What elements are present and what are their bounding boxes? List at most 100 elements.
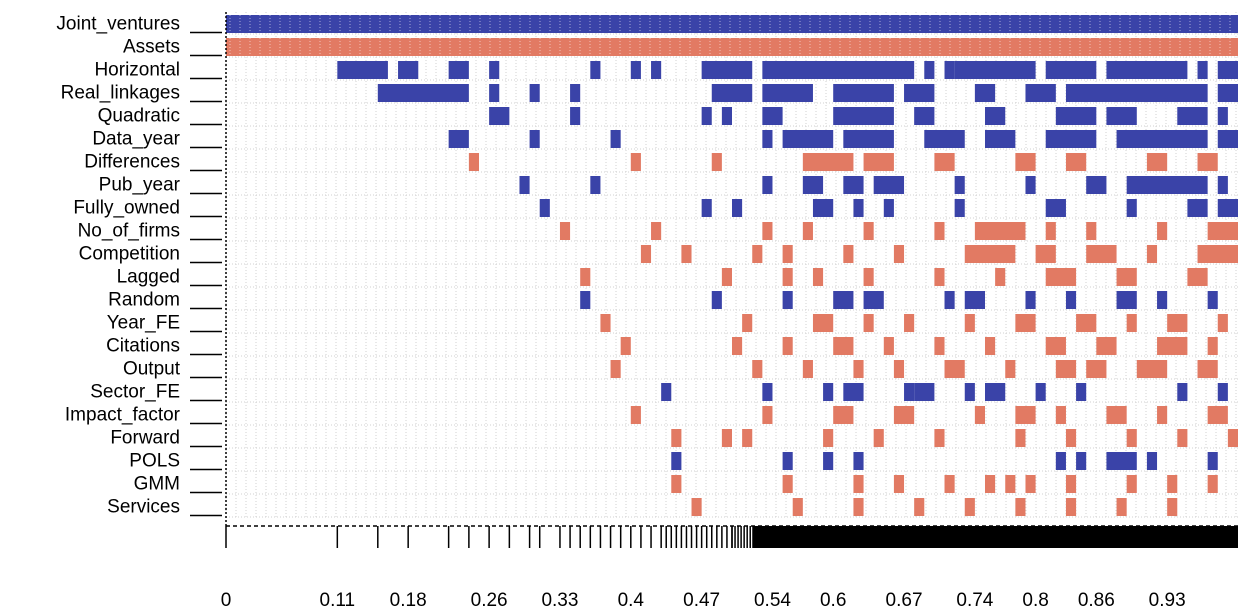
inclusion-bar (954, 199, 965, 217)
inclusion-bar (640, 245, 652, 263)
inclusion-bar (529, 84, 540, 102)
inclusion-bar (691, 498, 702, 516)
inclusion-bar (985, 107, 1006, 125)
inclusion-bar (863, 291, 884, 309)
inclusion-bar (1025, 475, 1036, 493)
inclusion-bar (1217, 130, 1238, 148)
variable-label: Pub_year (99, 175, 181, 196)
inclusion-bar (1035, 383, 1046, 401)
inclusion-bar (863, 222, 874, 240)
inclusion-bar (762, 107, 783, 125)
inclusion-bar (934, 153, 955, 171)
inclusion-bar (580, 268, 591, 286)
inclusion-bar (630, 61, 641, 79)
inclusion-bar (1106, 107, 1137, 125)
inclusion-bar (1025, 84, 1056, 102)
inclusion-bar (1035, 245, 1056, 263)
inclusion-bar (1106, 61, 1188, 79)
inclusion-bar (893, 245, 905, 263)
inclusion-bar (1167, 475, 1178, 493)
inclusion-bar (1065, 153, 1087, 171)
inclusion-bar (448, 130, 469, 148)
inclusion-bar (924, 61, 935, 79)
inclusion-bar (1157, 337, 1188, 355)
inclusion-bar (1065, 498, 1077, 516)
inclusion-bar (974, 84, 996, 102)
inclusion-bar (985, 130, 1016, 148)
inclusion-bar (671, 475, 682, 493)
inclusion-bar (1207, 452, 1218, 470)
inclusion-bar (539, 199, 550, 217)
inclusion-bar (883, 337, 894, 355)
inclusion-bar (701, 61, 753, 79)
inclusion-bar (1116, 498, 1127, 516)
inclusion-bar (1096, 337, 1117, 355)
inclusion-bar (974, 222, 1026, 240)
inclusion-bar (721, 429, 732, 447)
inclusion-bar (985, 383, 1006, 401)
inclusion-bar (762, 406, 773, 424)
inclusion-bar (833, 337, 854, 355)
inclusion-bar (893, 406, 915, 424)
inclusion-bar (762, 383, 773, 401)
variable-label: Competition (79, 244, 180, 265)
inclusion-bar (843, 383, 864, 401)
inclusion-bar (1045, 222, 1056, 240)
inclusion-bar (762, 130, 773, 148)
inclusion-bar (570, 107, 581, 125)
inclusion-bar (1055, 452, 1066, 470)
inclusion-bar (1187, 268, 1208, 286)
inclusion-bar (489, 61, 500, 79)
inclusion-bar (489, 107, 510, 125)
variable-label: Year_FE (107, 313, 180, 334)
inclusion-bar (1055, 107, 1097, 125)
inclusion-bar (1217, 84, 1238, 102)
inclusion-bar (711, 84, 753, 102)
inclusion-bar (529, 130, 540, 148)
inclusion-bar (671, 429, 682, 447)
inclusion-bar (904, 314, 915, 332)
inclusion-bar (590, 61, 601, 79)
inclusion-bar (833, 406, 854, 424)
inclusion-bar (782, 245, 793, 263)
inclusion-bar (873, 176, 905, 194)
variable-label: POLS (129, 451, 180, 472)
inclusion-bar (1086, 176, 1107, 194)
inclusion-bar (1005, 360, 1016, 378)
inclusion-bar (782, 337, 793, 355)
variable-label: Lagged (117, 267, 180, 288)
inclusion-bar (661, 383, 672, 401)
inclusion-bar (1076, 383, 1087, 401)
inclusion-bar (782, 452, 793, 470)
inclusion-bar (1025, 291, 1036, 309)
inclusion-bar (843, 130, 894, 148)
inclusion-bar (681, 245, 692, 263)
inclusion-bar (701, 107, 712, 125)
inclusion-bar (732, 199, 743, 217)
inclusion-bar (792, 498, 803, 516)
x-tick-label: 0.18 (390, 590, 427, 610)
x-tick-label: 0.4 (618, 590, 645, 610)
inclusion-bar (732, 337, 743, 355)
x-tick-label: 0.74 (956, 590, 993, 610)
variable-label: Data_year (92, 129, 180, 150)
inclusion-bar (914, 107, 935, 125)
inclusion-bar (985, 475, 996, 493)
inclusion-bar (1217, 383, 1228, 401)
inclusion-bar (893, 360, 905, 378)
inclusion-bar (904, 383, 915, 401)
variable-label: No_of_firms (78, 221, 180, 242)
inclusion-bar (620, 337, 631, 355)
inclusion-bar (812, 199, 834, 217)
inclusion-bar (873, 429, 884, 447)
inclusion-bar (974, 406, 985, 424)
inclusion-bar (1106, 406, 1127, 424)
inclusion-bar (904, 84, 935, 102)
inclusion-bar (651, 222, 662, 240)
inclusion-bar (1055, 360, 1077, 378)
x-tick-label: 0.26 (471, 590, 508, 610)
inclusion-bar (1177, 107, 1208, 125)
inclusion-bar (610, 130, 621, 148)
x-tick-label: 0.6 (820, 590, 846, 610)
inclusion-bar (1146, 153, 1168, 171)
